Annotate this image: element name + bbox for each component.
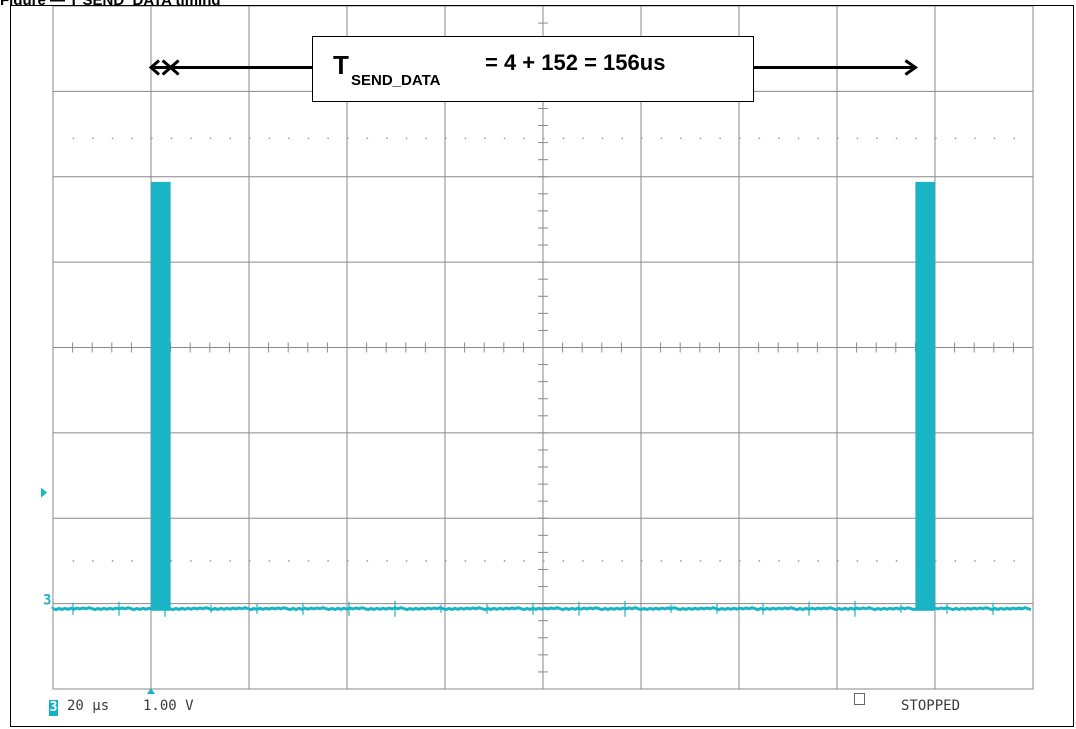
arrow-long-head-left-icon <box>168 59 180 76</box>
formula-subscript: SEND_DATA <box>351 72 441 89</box>
scope-grid <box>41 6 1034 694</box>
trigger-position-icon <box>147 688 155 694</box>
figure-caption: Figure — T SEND_DATA timing <box>0 0 221 10</box>
trigger-indicator-icon <box>854 693 865 705</box>
scope-plot: 3 <box>41 6 1034 694</box>
formula-symbol: T <box>333 50 349 80</box>
trace-pulse <box>151 181 171 611</box>
channel-marker: 3 <box>43 593 51 609</box>
timebase-readout: 20 µs <box>67 698 110 714</box>
arrow-short-head-left-icon <box>148 59 160 76</box>
arrow-long-head-right-icon <box>904 59 919 76</box>
formula-box: T SEND_DATA = 4 + 152 = 156us <box>312 36 754 102</box>
formula-expression: = 4 + 152 = 156us <box>485 50 666 75</box>
trace-ch3: 3 <box>43 181 1032 617</box>
trace-baseline <box>51 606 1032 612</box>
ground-marker-icon <box>41 487 47 498</box>
oscilloscope-screen: 3 T SEND_DATA = 4 + 152 = 156us 3 20 µs … <box>10 5 1074 727</box>
run-status: STOPPED <box>901 698 961 714</box>
trace-pulse <box>915 181 935 611</box>
channel-badge: 3 <box>49 700 58 716</box>
volts-readout: 1.00 V <box>143 698 194 714</box>
